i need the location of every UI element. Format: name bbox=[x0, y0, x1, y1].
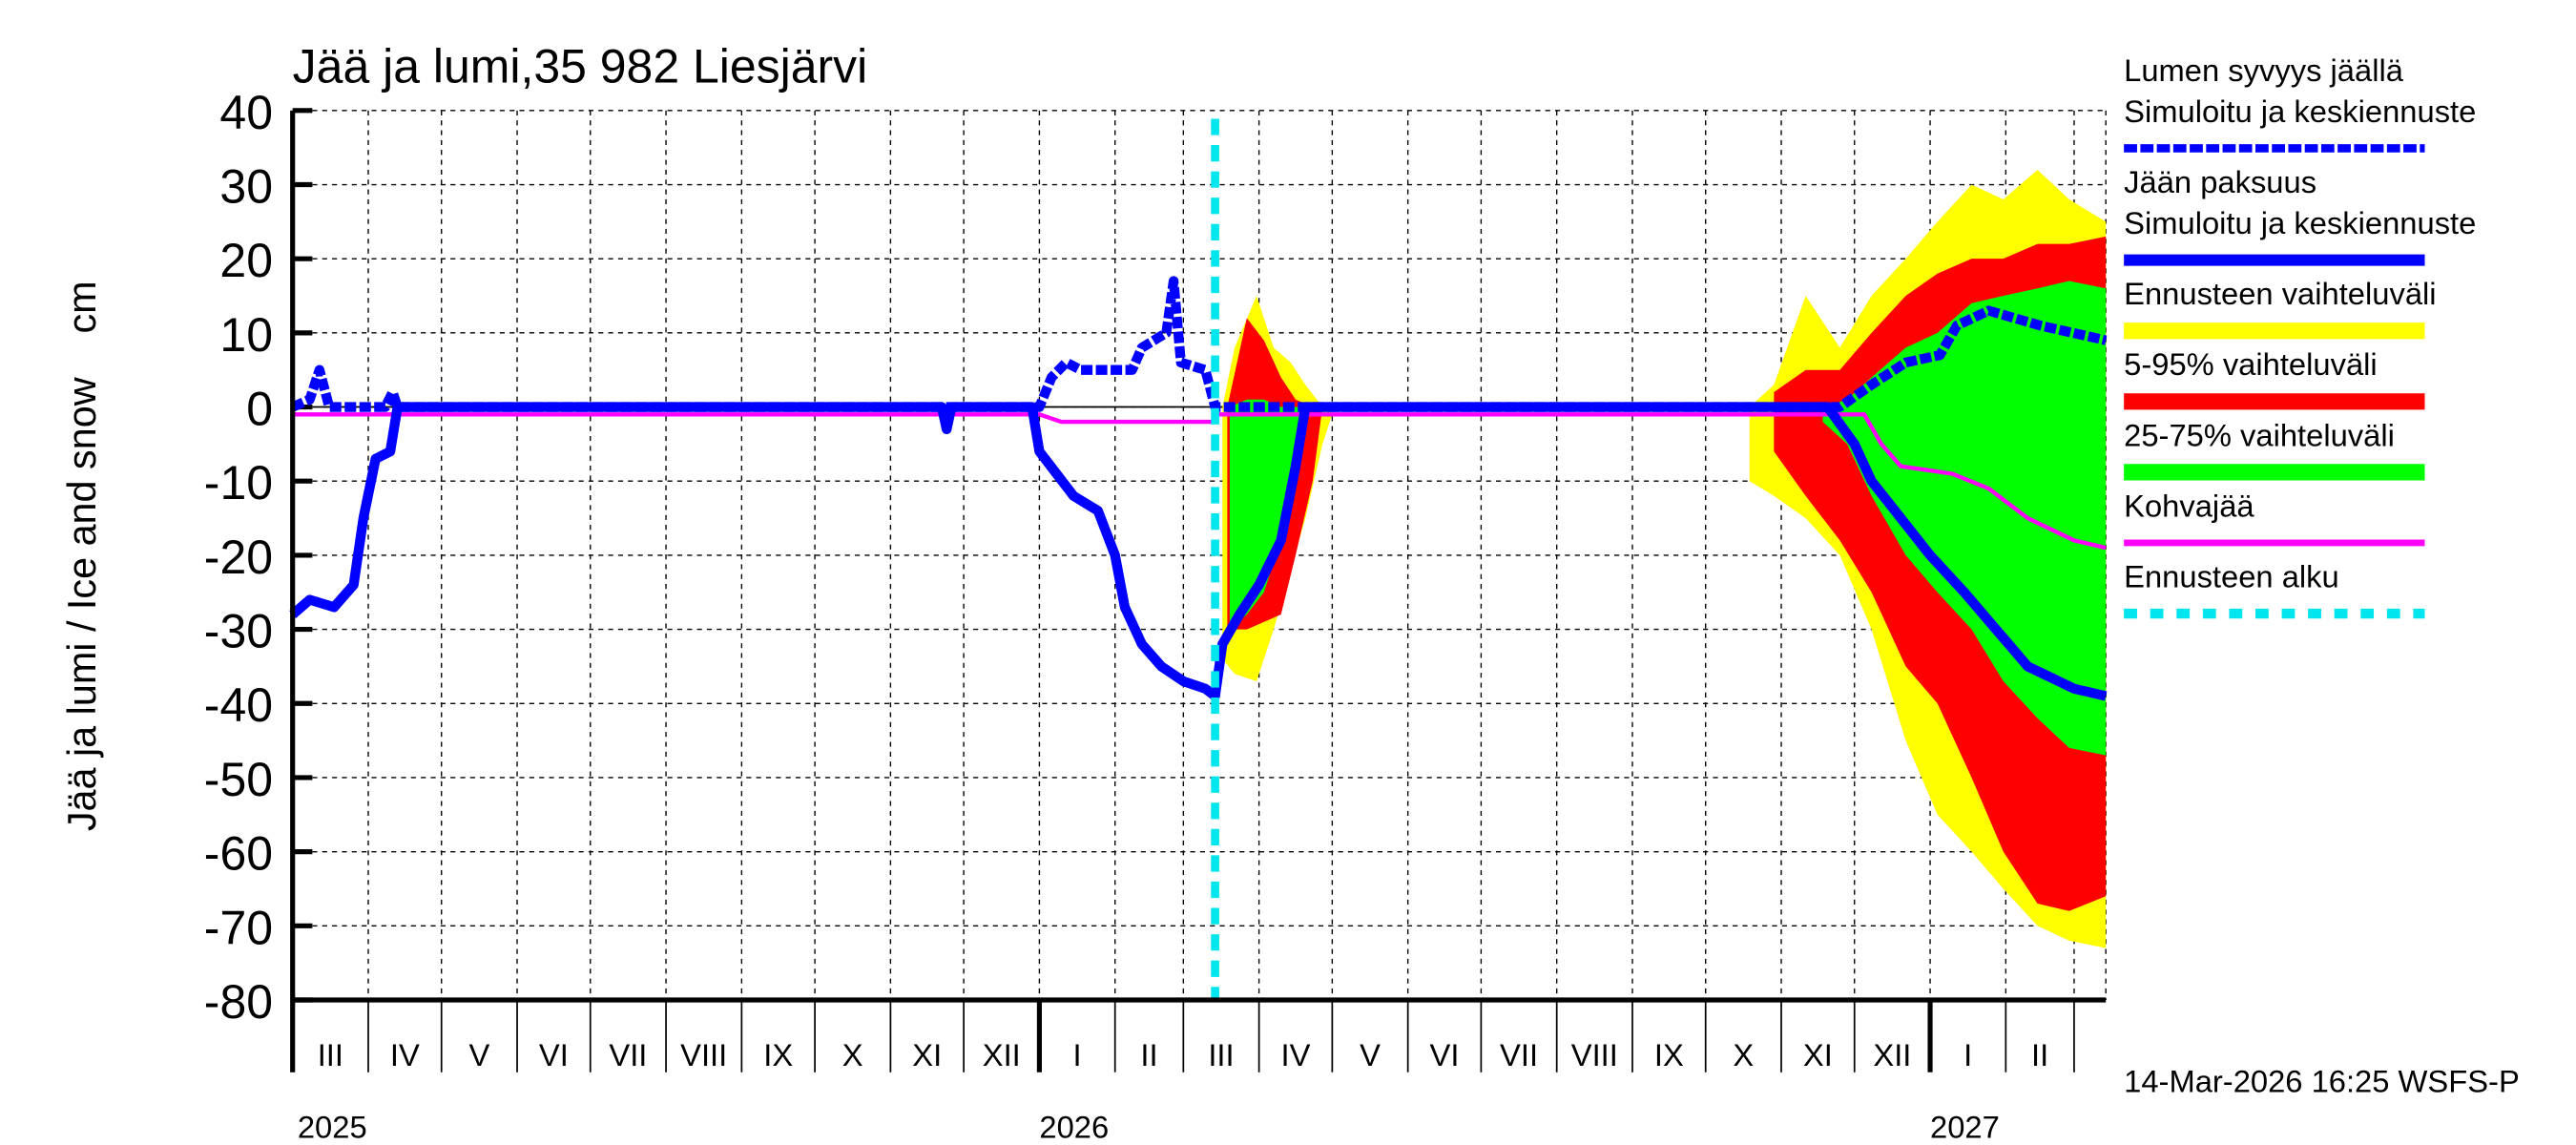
year-label: 2026 bbox=[1039, 1110, 1109, 1145]
y-tick-label: -40 bbox=[204, 678, 273, 732]
y-tick-label: -30 bbox=[204, 605, 273, 658]
month-label: VI bbox=[539, 1037, 569, 1072]
month-label: XII bbox=[1873, 1037, 1911, 1072]
month-label: III bbox=[1208, 1037, 1234, 1072]
month-label: XII bbox=[983, 1037, 1021, 1072]
legend-label: Lumen syvyys jäällä bbox=[2124, 52, 2404, 88]
month-label: VIII bbox=[680, 1037, 727, 1072]
y-tick-label: -70 bbox=[204, 901, 273, 954]
y-tick-label: 0 bbox=[246, 383, 273, 436]
y-tick-label: -50 bbox=[204, 753, 273, 806]
year-label: 2027 bbox=[1930, 1110, 2000, 1145]
month-label: IV bbox=[1281, 1037, 1311, 1072]
year-label: 2025 bbox=[298, 1110, 367, 1145]
legend-label: 5-95% vaihteluväli bbox=[2124, 346, 2378, 382]
y-axis-label: Jää ja lumi / Ice and snow cm bbox=[60, 281, 104, 831]
band-00ff00 bbox=[1822, 281, 2107, 756]
y-tick-label: 30 bbox=[219, 159, 273, 213]
y-tick-label: 20 bbox=[219, 234, 273, 287]
month-label: IX bbox=[763, 1037, 793, 1072]
month-label: II bbox=[2031, 1037, 2048, 1072]
month-label: VIII bbox=[1571, 1037, 1618, 1072]
month-label: X bbox=[1733, 1037, 1754, 1072]
y-tick-label: -80 bbox=[204, 975, 273, 1029]
y-tick-label: -20 bbox=[204, 531, 273, 584]
y-tick-label: 40 bbox=[219, 86, 273, 139]
y-tick-label: -60 bbox=[204, 827, 273, 881]
legend-label: Kohvajää bbox=[2124, 488, 2254, 523]
legend-label: Jään paksuus bbox=[2124, 164, 2316, 199]
y-tick-label: -10 bbox=[204, 456, 273, 510]
month-label: VII bbox=[1500, 1037, 1538, 1072]
month-label: XI bbox=[912, 1037, 942, 1072]
month-label: II bbox=[1140, 1037, 1157, 1072]
legend-label: 25-75% vaihteluväli bbox=[2124, 417, 2395, 452]
month-label: XI bbox=[1803, 1037, 1833, 1072]
month-label: IV bbox=[390, 1037, 420, 1072]
ice-thickness-line bbox=[289, 402, 2108, 701]
month-label: V bbox=[1360, 1037, 1381, 1072]
chart-title: Jää ja lumi,35 982 Liesjärvi bbox=[293, 40, 868, 94]
month-label: III bbox=[318, 1037, 343, 1072]
band-00ff00 bbox=[1229, 399, 1308, 630]
y-tick-label: 10 bbox=[219, 308, 273, 362]
legend-label: Simuloitu ja keskiennuste bbox=[2124, 205, 2476, 240]
legend-label: Ennusteen vaihteluväli bbox=[2124, 276, 2436, 311]
month-label: I bbox=[1963, 1037, 1972, 1072]
month-label: VI bbox=[1430, 1037, 1460, 1072]
slush-ice-line bbox=[292, 412, 2107, 551]
legend-label: Simuloitu ja keskiennuste bbox=[2124, 94, 2476, 129]
month-label: IX bbox=[1654, 1037, 1684, 1072]
legend-label: Ennusteen alku bbox=[2124, 559, 2339, 594]
month-label: VII bbox=[609, 1037, 647, 1072]
snow-depth-line bbox=[290, 276, 2108, 412]
timestamp: 14-Mar-2026 16:25 WSFS-P bbox=[2124, 1063, 2520, 1098]
month-label: X bbox=[842, 1037, 863, 1072]
month-label: I bbox=[1073, 1037, 1082, 1072]
month-label: V bbox=[468, 1037, 489, 1072]
